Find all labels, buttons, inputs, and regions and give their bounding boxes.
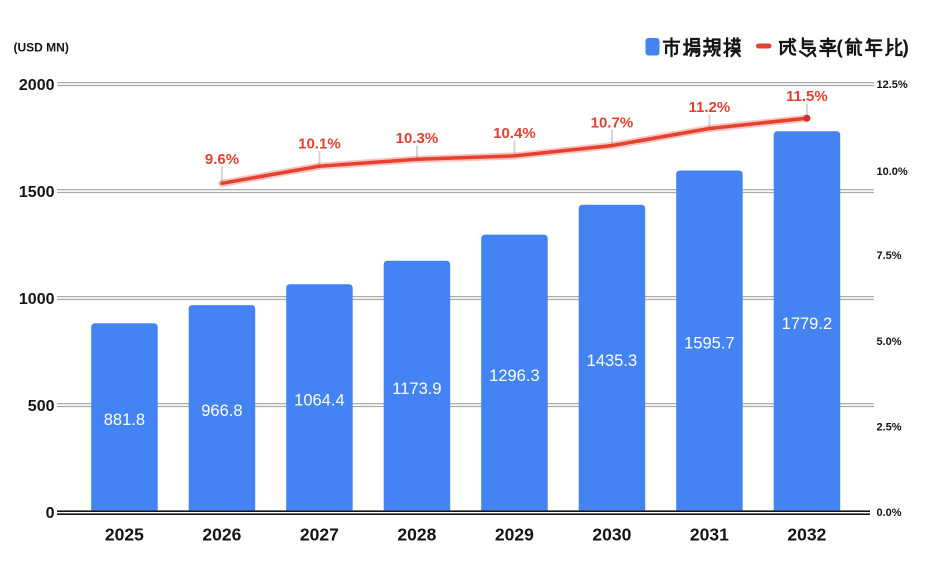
svg-text:2026: 2026: [202, 525, 241, 545]
svg-text:): ): [903, 38, 909, 59]
svg-text:10.3%: 10.3%: [396, 130, 439, 147]
svg-text:2031: 2031: [690, 525, 729, 545]
svg-text:2032: 2032: [787, 525, 826, 545]
svg-text:881.8: 881.8: [104, 411, 145, 429]
svg-text:11.5%: 11.5%: [786, 88, 828, 105]
svg-text:2029: 2029: [495, 525, 534, 545]
svg-text:500: 500: [28, 398, 55, 415]
svg-text:1779.2: 1779.2: [782, 315, 832, 333]
svg-text:10.7%: 10.7%: [591, 114, 634, 131]
svg-text:10.1%: 10.1%: [298, 135, 341, 152]
svg-text:2025: 2025: [105, 525, 144, 545]
svg-text:1173.9: 1173.9: [392, 380, 441, 398]
svg-text:2030: 2030: [592, 525, 631, 545]
svg-text:12.5%: 12.5%: [877, 79, 908, 91]
svg-text:(: (: [837, 38, 844, 59]
svg-text:0.0%: 0.0%: [877, 507, 902, 519]
svg-text:5.0%: 5.0%: [877, 336, 902, 348]
svg-text:10.4%: 10.4%: [493, 125, 536, 142]
svg-text:2.5%: 2.5%: [877, 421, 902, 433]
svg-text:1064.4: 1064.4: [294, 392, 344, 410]
svg-text:2028: 2028: [397, 525, 436, 545]
svg-text:10.0%: 10.0%: [877, 166, 908, 178]
svg-text:1595.7: 1595.7: [684, 335, 734, 353]
svg-text:0: 0: [46, 505, 55, 522]
svg-text:11.2%: 11.2%: [689, 99, 731, 116]
svg-text:7.5%: 7.5%: [877, 250, 902, 262]
svg-text:1000: 1000: [19, 291, 55, 308]
svg-text:1500: 1500: [19, 184, 55, 201]
svg-text:1296.3: 1296.3: [489, 367, 539, 385]
svg-text:1435.3: 1435.3: [587, 352, 637, 370]
svg-text:2027: 2027: [300, 525, 339, 545]
svg-text:(USD MN): (USD MN): [14, 40, 69, 54]
svg-text:2000: 2000: [19, 77, 55, 94]
svg-text:966.8: 966.8: [201, 402, 242, 420]
svg-text:9.6%: 9.6%: [205, 151, 239, 168]
